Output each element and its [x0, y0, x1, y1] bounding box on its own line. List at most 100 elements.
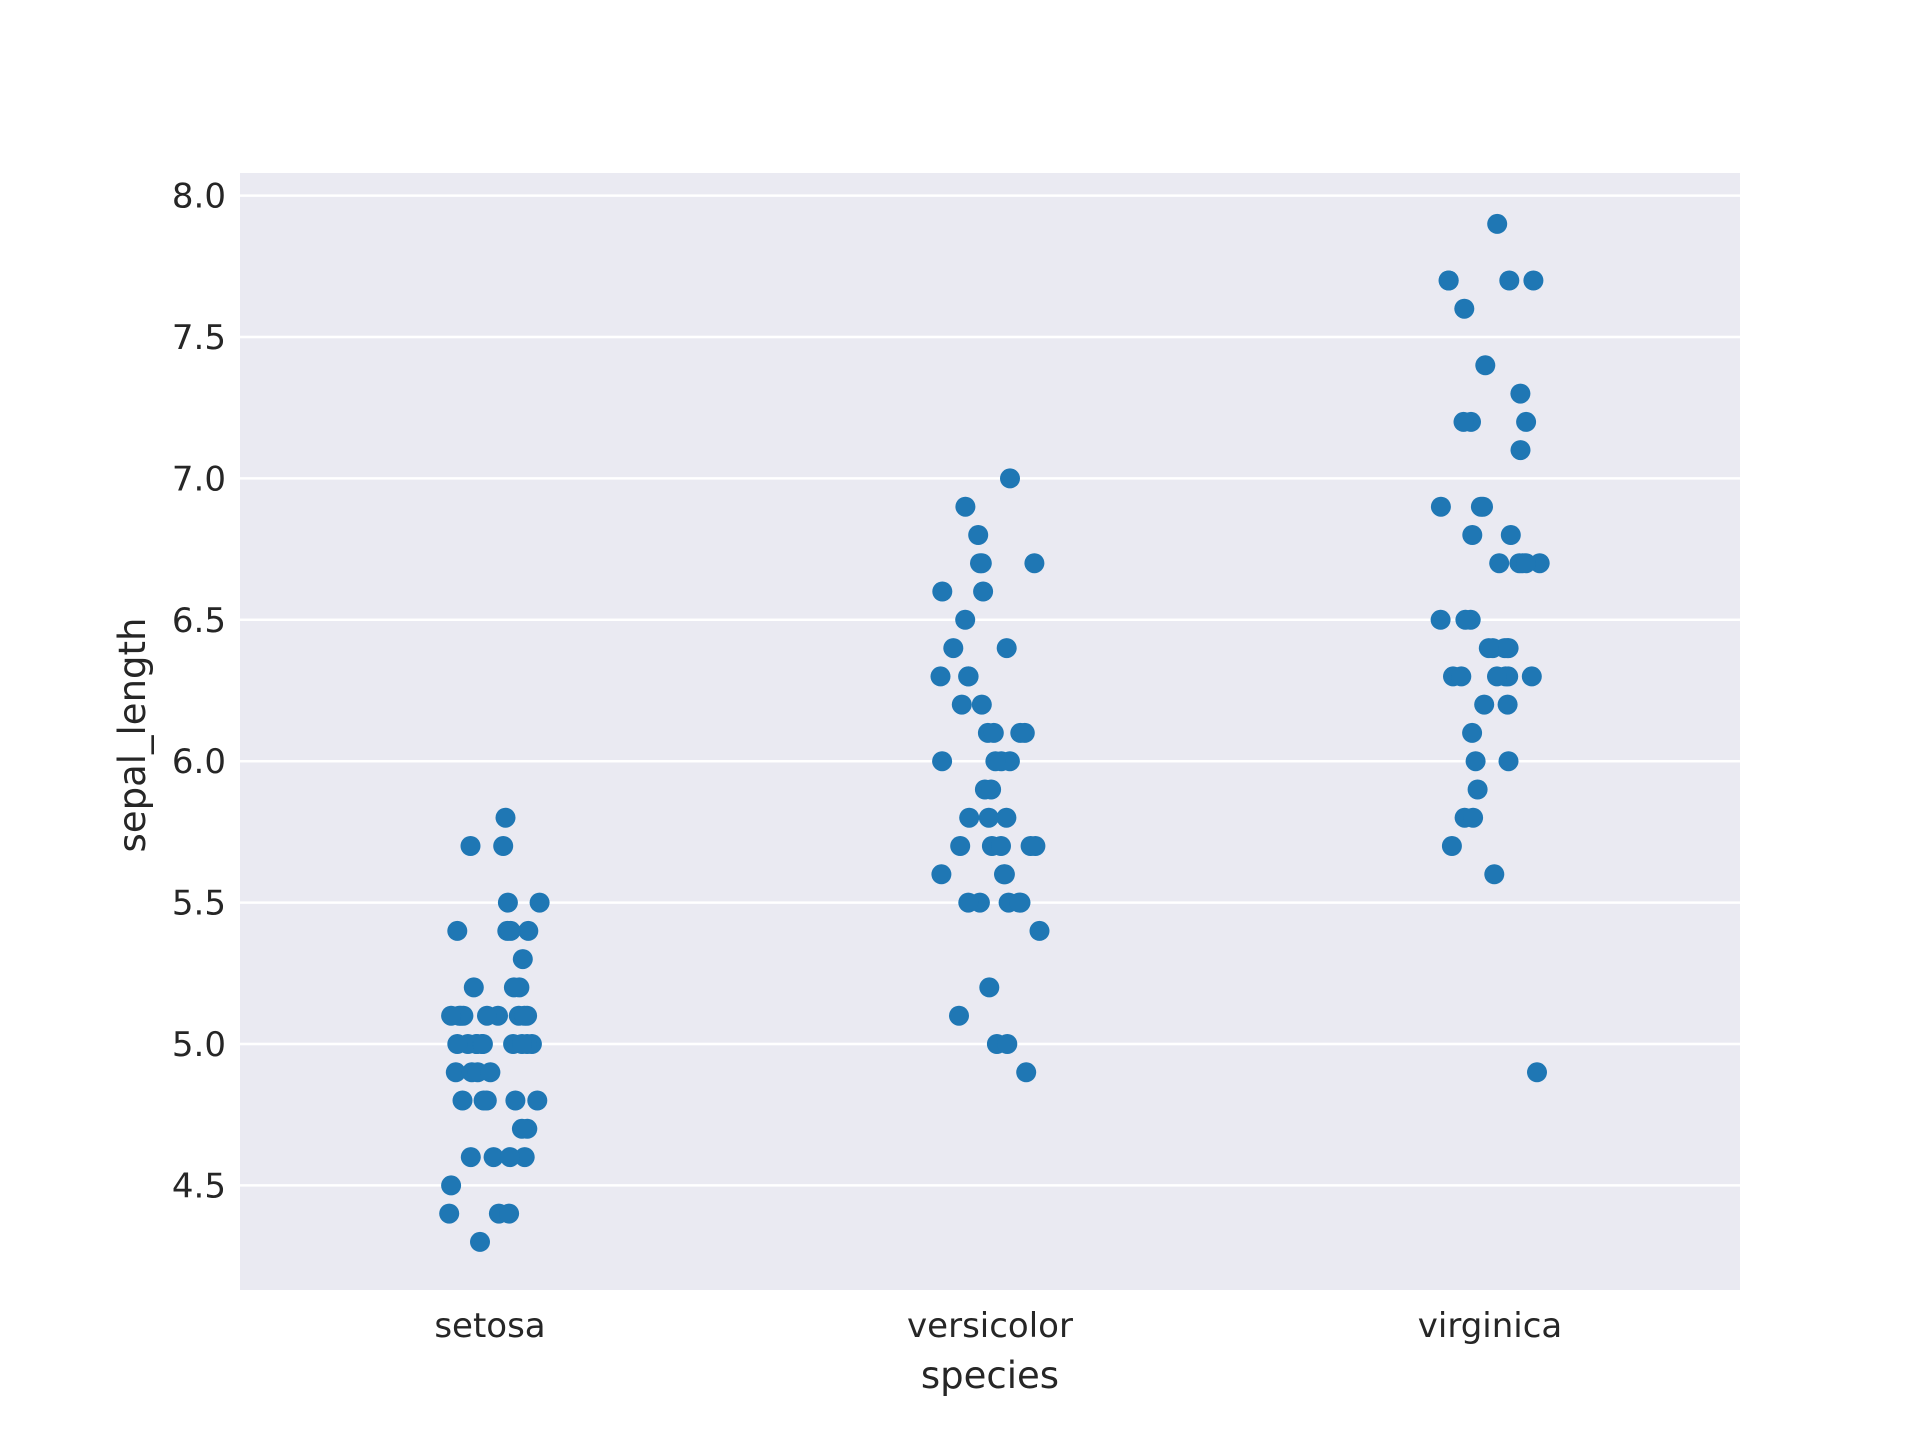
data-point-versicolor	[950, 836, 971, 856]
data-point-virginica	[1516, 553, 1536, 574]
data-point-setosa	[505, 1090, 526, 1111]
data-point-setosa	[447, 920, 468, 941]
data-point-setosa	[509, 977, 530, 998]
data-point-setosa	[447, 1034, 468, 1054]
data-point-setosa	[473, 1090, 494, 1111]
data-point-virginica	[1527, 1062, 1547, 1083]
data-point-setosa	[477, 1005, 497, 1026]
y-tick-label: 5.5	[172, 884, 226, 924]
data-point-virginica	[1497, 694, 1518, 715]
data-point-virginica	[1438, 270, 1459, 291]
data-point-virginica	[1430, 609, 1451, 630]
data-point-versicolor	[973, 581, 994, 602]
data-point-versicolor	[968, 525, 989, 545]
y-tick-label: 4.5	[172, 1166, 226, 1206]
data-point-versicolor	[997, 1034, 1018, 1054]
data-point-versicolor	[958, 666, 979, 687]
data-point-setosa	[483, 1147, 504, 1168]
data-point-virginica	[1529, 553, 1550, 574]
data-point-virginica	[1487, 213, 1508, 234]
data-point-versicolor	[979, 977, 1000, 998]
data-point-setosa	[493, 836, 514, 856]
data-point-versicolor	[996, 807, 1017, 828]
data-point-versicolor	[971, 553, 992, 574]
data-point-versicolor	[955, 609, 976, 630]
data-point-virginica	[1451, 666, 1472, 687]
data-point-virginica	[1474, 694, 1495, 715]
y-tick-labels: 4.5 5.0 5.5 6.0 6.5 7.0 7.5 8.0	[172, 177, 226, 1207]
data-point-versicolor	[931, 864, 952, 885]
x-tick-label-virginica: virginica	[1418, 1306, 1563, 1346]
data-point-versicolor	[1020, 836, 1041, 856]
data-point-setosa	[499, 1203, 520, 1224]
data-point-versicolor	[959, 807, 980, 828]
y-axis-label: sepal_length	[111, 618, 154, 853]
data-point-versicolor	[994, 864, 1015, 885]
data-point-virginica	[1516, 411, 1537, 432]
data-point-versicolor	[1016, 1062, 1037, 1083]
data-point-virginica	[1499, 270, 1520, 291]
data-point-setosa	[497, 892, 518, 913]
data-point-virginica	[1498, 751, 1519, 772]
data-point-versicolor	[1000, 468, 1020, 489]
data-point-virginica	[1467, 779, 1488, 800]
data-point-setosa	[514, 1147, 535, 1168]
data-point-versicolor	[932, 581, 953, 602]
data-point-versicolor	[1029, 920, 1050, 941]
data-point-setosa	[527, 1090, 548, 1111]
data-point-setosa	[452, 1090, 473, 1111]
data-point-setosa	[463, 977, 484, 998]
y-tick-label: 7.0	[172, 459, 226, 499]
data-point-virginica	[1462, 525, 1483, 545]
data-point-versicolor	[1014, 722, 1035, 743]
data-point-versicolor	[1009, 892, 1030, 913]
data-point-setosa	[470, 1231, 490, 1252]
data-point-setosa	[514, 1005, 535, 1026]
data-point-setosa	[439, 1203, 460, 1224]
data-point-virginica	[1523, 270, 1544, 291]
data-point-virginica	[1462, 722, 1483, 743]
data-point-setosa	[460, 1147, 481, 1168]
y-tick-label: 6.0	[172, 742, 226, 782]
x-axis-label: species	[921, 1354, 1059, 1397]
data-point-versicolor	[985, 751, 1006, 772]
data-point-virginica	[1497, 638, 1518, 659]
data-point-setosa	[511, 1118, 532, 1139]
data-point-versicolor	[1024, 553, 1045, 574]
data-point-virginica	[1454, 298, 1475, 319]
data-point-virginica	[1430, 496, 1451, 517]
data-point-setosa	[472, 1034, 493, 1054]
data-point-setosa	[480, 1062, 501, 1083]
data-point-versicolor	[930, 666, 951, 687]
data-point-versicolor	[958, 892, 979, 913]
data-point-virginica	[1489, 553, 1510, 574]
data-point-setosa	[512, 1034, 532, 1054]
data-point-setosa	[445, 1062, 466, 1083]
data-point-setosa	[441, 1005, 462, 1026]
data-point-versicolor	[991, 836, 1011, 856]
data-point-virginica	[1484, 864, 1505, 885]
data-point-versicolor	[955, 496, 976, 517]
data-point-virginica	[1465, 751, 1486, 772]
data-point-virginica	[1455, 609, 1476, 630]
data-point-versicolor	[951, 694, 972, 715]
data-point-versicolor	[999, 751, 1020, 772]
data-point-virginica	[1473, 496, 1493, 517]
data-point-versicolor	[983, 722, 1004, 743]
data-point-setosa	[460, 836, 481, 856]
data-point-setosa	[441, 1175, 462, 1196]
data-point-setosa	[500, 1147, 520, 1168]
x-tick-label-setosa: setosa	[434, 1306, 545, 1346]
data-points	[439, 213, 1550, 1252]
y-tick-label: 5.0	[172, 1025, 226, 1065]
data-point-virginica	[1487, 666, 1507, 687]
y-tick-label: 7.5	[172, 318, 226, 358]
data-point-virginica	[1475, 355, 1496, 376]
data-point-setosa	[512, 949, 533, 970]
data-point-virginica	[1441, 836, 1462, 856]
data-point-setosa	[529, 892, 550, 913]
data-point-versicolor	[932, 751, 953, 772]
y-tick-label: 6.5	[172, 601, 226, 641]
data-point-setosa	[495, 807, 516, 828]
